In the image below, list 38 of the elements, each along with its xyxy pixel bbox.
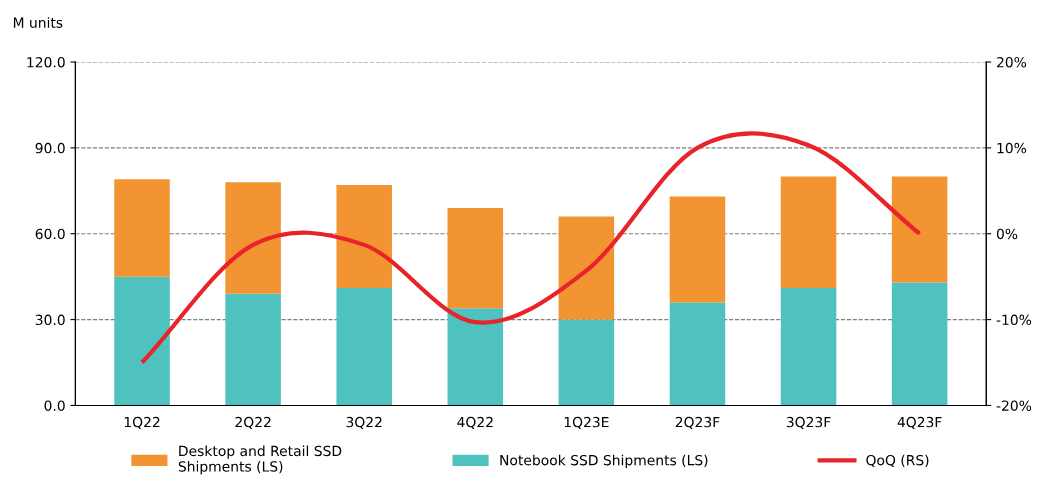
bar (669, 302, 726, 406)
legend-label: QoQ (RS) (866, 454, 929, 468)
legend-label: Notebook SSD Shipments (LS) (500, 454, 708, 469)
bar (336, 288, 392, 406)
x-tick-label: 4Q23F (897, 416, 942, 429)
bar (669, 196, 726, 303)
x-tick-label: 3Q23F (786, 416, 831, 429)
y2-tick-label: 20% (997, 56, 1027, 68)
bar (447, 308, 504, 406)
bar (891, 176, 948, 283)
bar (447, 207, 504, 309)
x-tick-label: 3Q22 (346, 416, 382, 429)
x-tick-label: 1Q23E (564, 416, 609, 429)
x-tick-label: 2Q23F (675, 416, 720, 429)
y-tick-label: 60.0 (35, 228, 65, 240)
y-tick-label: 90.0 (35, 142, 65, 154)
bar (558, 319, 615, 406)
x-tick-label: 4Q22 (457, 416, 493, 429)
y2-tick-label: -10% (996, 314, 1032, 326)
y2-tick-label: 0% (996, 228, 1018, 240)
bar (336, 185, 392, 289)
bar (225, 182, 281, 294)
x-tick-label: 2Q22 (235, 416, 271, 429)
y-tick-label: 0.0 (44, 400, 65, 411)
bar (114, 179, 170, 277)
bar (114, 276, 170, 406)
bar (558, 216, 615, 320)
bar (780, 176, 837, 289)
x-tick-label: 1Q22 (124, 416, 160, 429)
y2-tick-label: 10% (997, 142, 1027, 154)
bar (780, 288, 837, 406)
bar (225, 293, 281, 406)
y-axis-title: M units (13, 17, 63, 28)
y-tick-label: 120.0 (27, 56, 65, 68)
y2-tick-label: -20% (996, 400, 1032, 411)
y-tick-label: 30.0 (35, 314, 65, 326)
bar (891, 282, 948, 406)
legend-label: Desktop and Retail SSD Shipments (LS) (178, 445, 342, 475)
